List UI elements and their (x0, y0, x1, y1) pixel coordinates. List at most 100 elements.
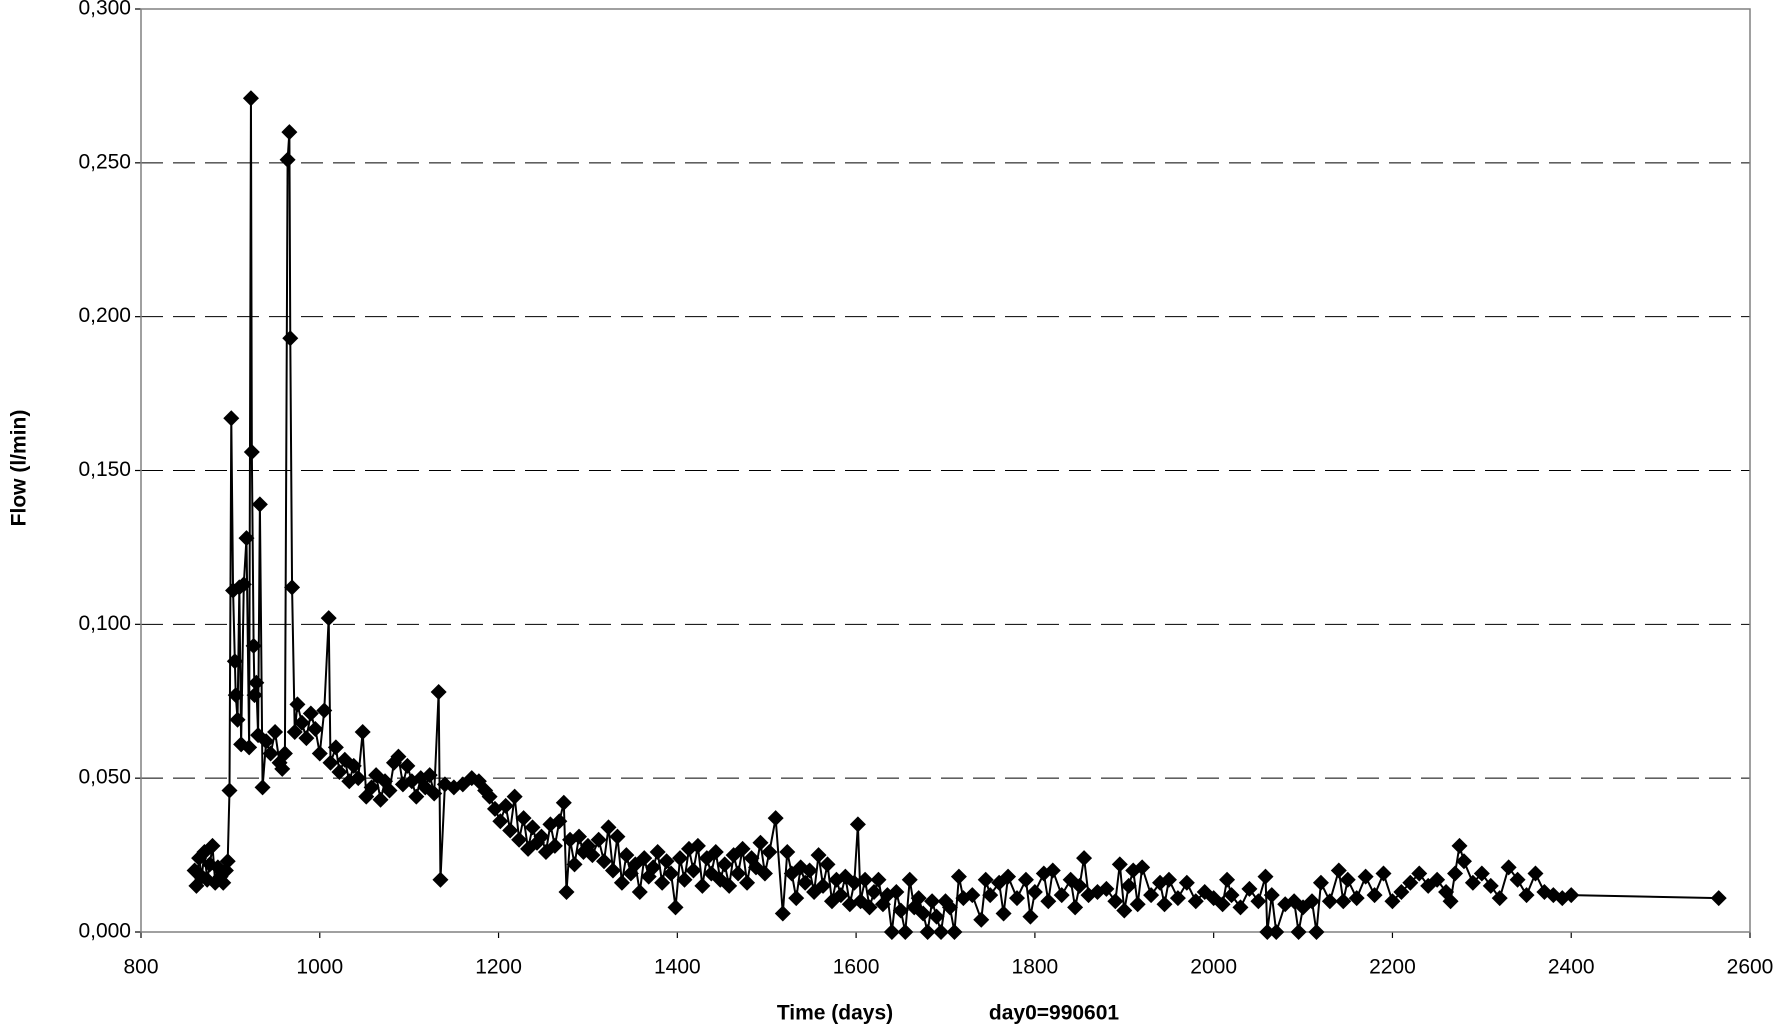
data-point (251, 496, 268, 513)
data-point (238, 530, 255, 547)
y-tick-label: 0,300 (78, 0, 131, 20)
data-point (849, 816, 866, 833)
data-point (810, 847, 827, 864)
data-point (1268, 924, 1285, 940)
data-point (600, 819, 617, 836)
x-axis-title: Time (days) (777, 1002, 893, 1025)
data-point (649, 844, 666, 861)
data-point (756, 865, 773, 882)
data-point (408, 788, 425, 805)
data-point (815, 877, 832, 894)
data-point (227, 687, 244, 704)
data-point (721, 877, 738, 894)
data-point (481, 788, 498, 805)
data-point (279, 151, 296, 168)
data-point (204, 837, 221, 854)
data-point (1160, 871, 1177, 888)
data-line (193, 98, 1719, 933)
x-tick-label: 2600 (1727, 956, 1774, 979)
data-point (1040, 893, 1057, 910)
data-point (995, 905, 1012, 922)
data-point (1026, 884, 1043, 901)
data-point (946, 924, 963, 940)
x-tick-label: 1400 (654, 956, 701, 979)
data-point (1071, 877, 1088, 894)
data-point (870, 871, 887, 888)
data-point (533, 828, 550, 845)
data-point (941, 899, 958, 916)
data-point (502, 822, 519, 839)
data-point (950, 868, 967, 885)
data-point (248, 674, 265, 691)
data-point (636, 850, 653, 867)
x-tick-label: 1800 (1012, 956, 1059, 979)
data-point (245, 637, 262, 654)
data-point (716, 856, 733, 873)
data-point (242, 90, 259, 107)
data-point (515, 810, 532, 827)
data-point (1447, 865, 1464, 882)
data-point (933, 924, 950, 940)
data-point (1178, 874, 1195, 891)
data-point (689, 837, 706, 854)
data-point (584, 847, 601, 864)
data-point (506, 788, 523, 805)
data-point (345, 757, 362, 774)
data-point (372, 791, 389, 808)
data-point (1482, 877, 1499, 894)
data-point (1009, 890, 1026, 907)
data-point (1129, 896, 1146, 913)
data-point (316, 702, 333, 719)
data-point (1120, 877, 1137, 894)
x-tick-label: 1200 (475, 956, 522, 979)
data-point (604, 862, 621, 879)
y-tick-label: 0,050 (78, 766, 131, 789)
data-point (1500, 859, 1517, 876)
data-point (609, 828, 626, 845)
data-point (1067, 899, 1084, 916)
y-axis-title: Flow (l/min) (8, 410, 31, 527)
data-point (558, 884, 575, 901)
data-point (354, 724, 371, 741)
data-point (1263, 887, 1280, 904)
data-point (1250, 893, 1267, 910)
data-point (1710, 890, 1727, 907)
data-point (779, 844, 796, 861)
data-point (658, 853, 675, 870)
data-point (924, 893, 941, 910)
data-point (1339, 871, 1356, 888)
x-tick-label: 2400 (1548, 956, 1595, 979)
data-point (928, 908, 945, 925)
data-point (282, 330, 299, 347)
data-point (734, 840, 751, 857)
data-point (262, 745, 279, 762)
data-point (707, 844, 724, 861)
data-point (215, 874, 232, 891)
data-point (546, 837, 563, 854)
data-point (857, 871, 874, 888)
data-point (973, 911, 990, 928)
data-point (1375, 865, 1392, 882)
data-point (676, 871, 693, 888)
data-point (363, 779, 380, 796)
data-point (1143, 887, 1160, 904)
data-point (618, 847, 635, 864)
data-point (892, 902, 909, 919)
data-point (311, 745, 328, 762)
data-point (1384, 893, 1401, 910)
data-point (1022, 908, 1039, 925)
y-tick-label: 0,000 (78, 920, 131, 943)
data-point (235, 576, 252, 593)
data-point (1321, 893, 1338, 910)
data-point (1232, 899, 1249, 916)
data-point (1455, 853, 1472, 870)
data-point (284, 579, 301, 596)
x-tick-label: 2000 (1190, 956, 1237, 979)
data-point (258, 733, 275, 750)
x-tick-label: 1600 (833, 956, 880, 979)
data-point (1429, 871, 1446, 888)
data-point (274, 760, 291, 777)
data-point (286, 724, 303, 741)
data-point (1464, 874, 1481, 891)
